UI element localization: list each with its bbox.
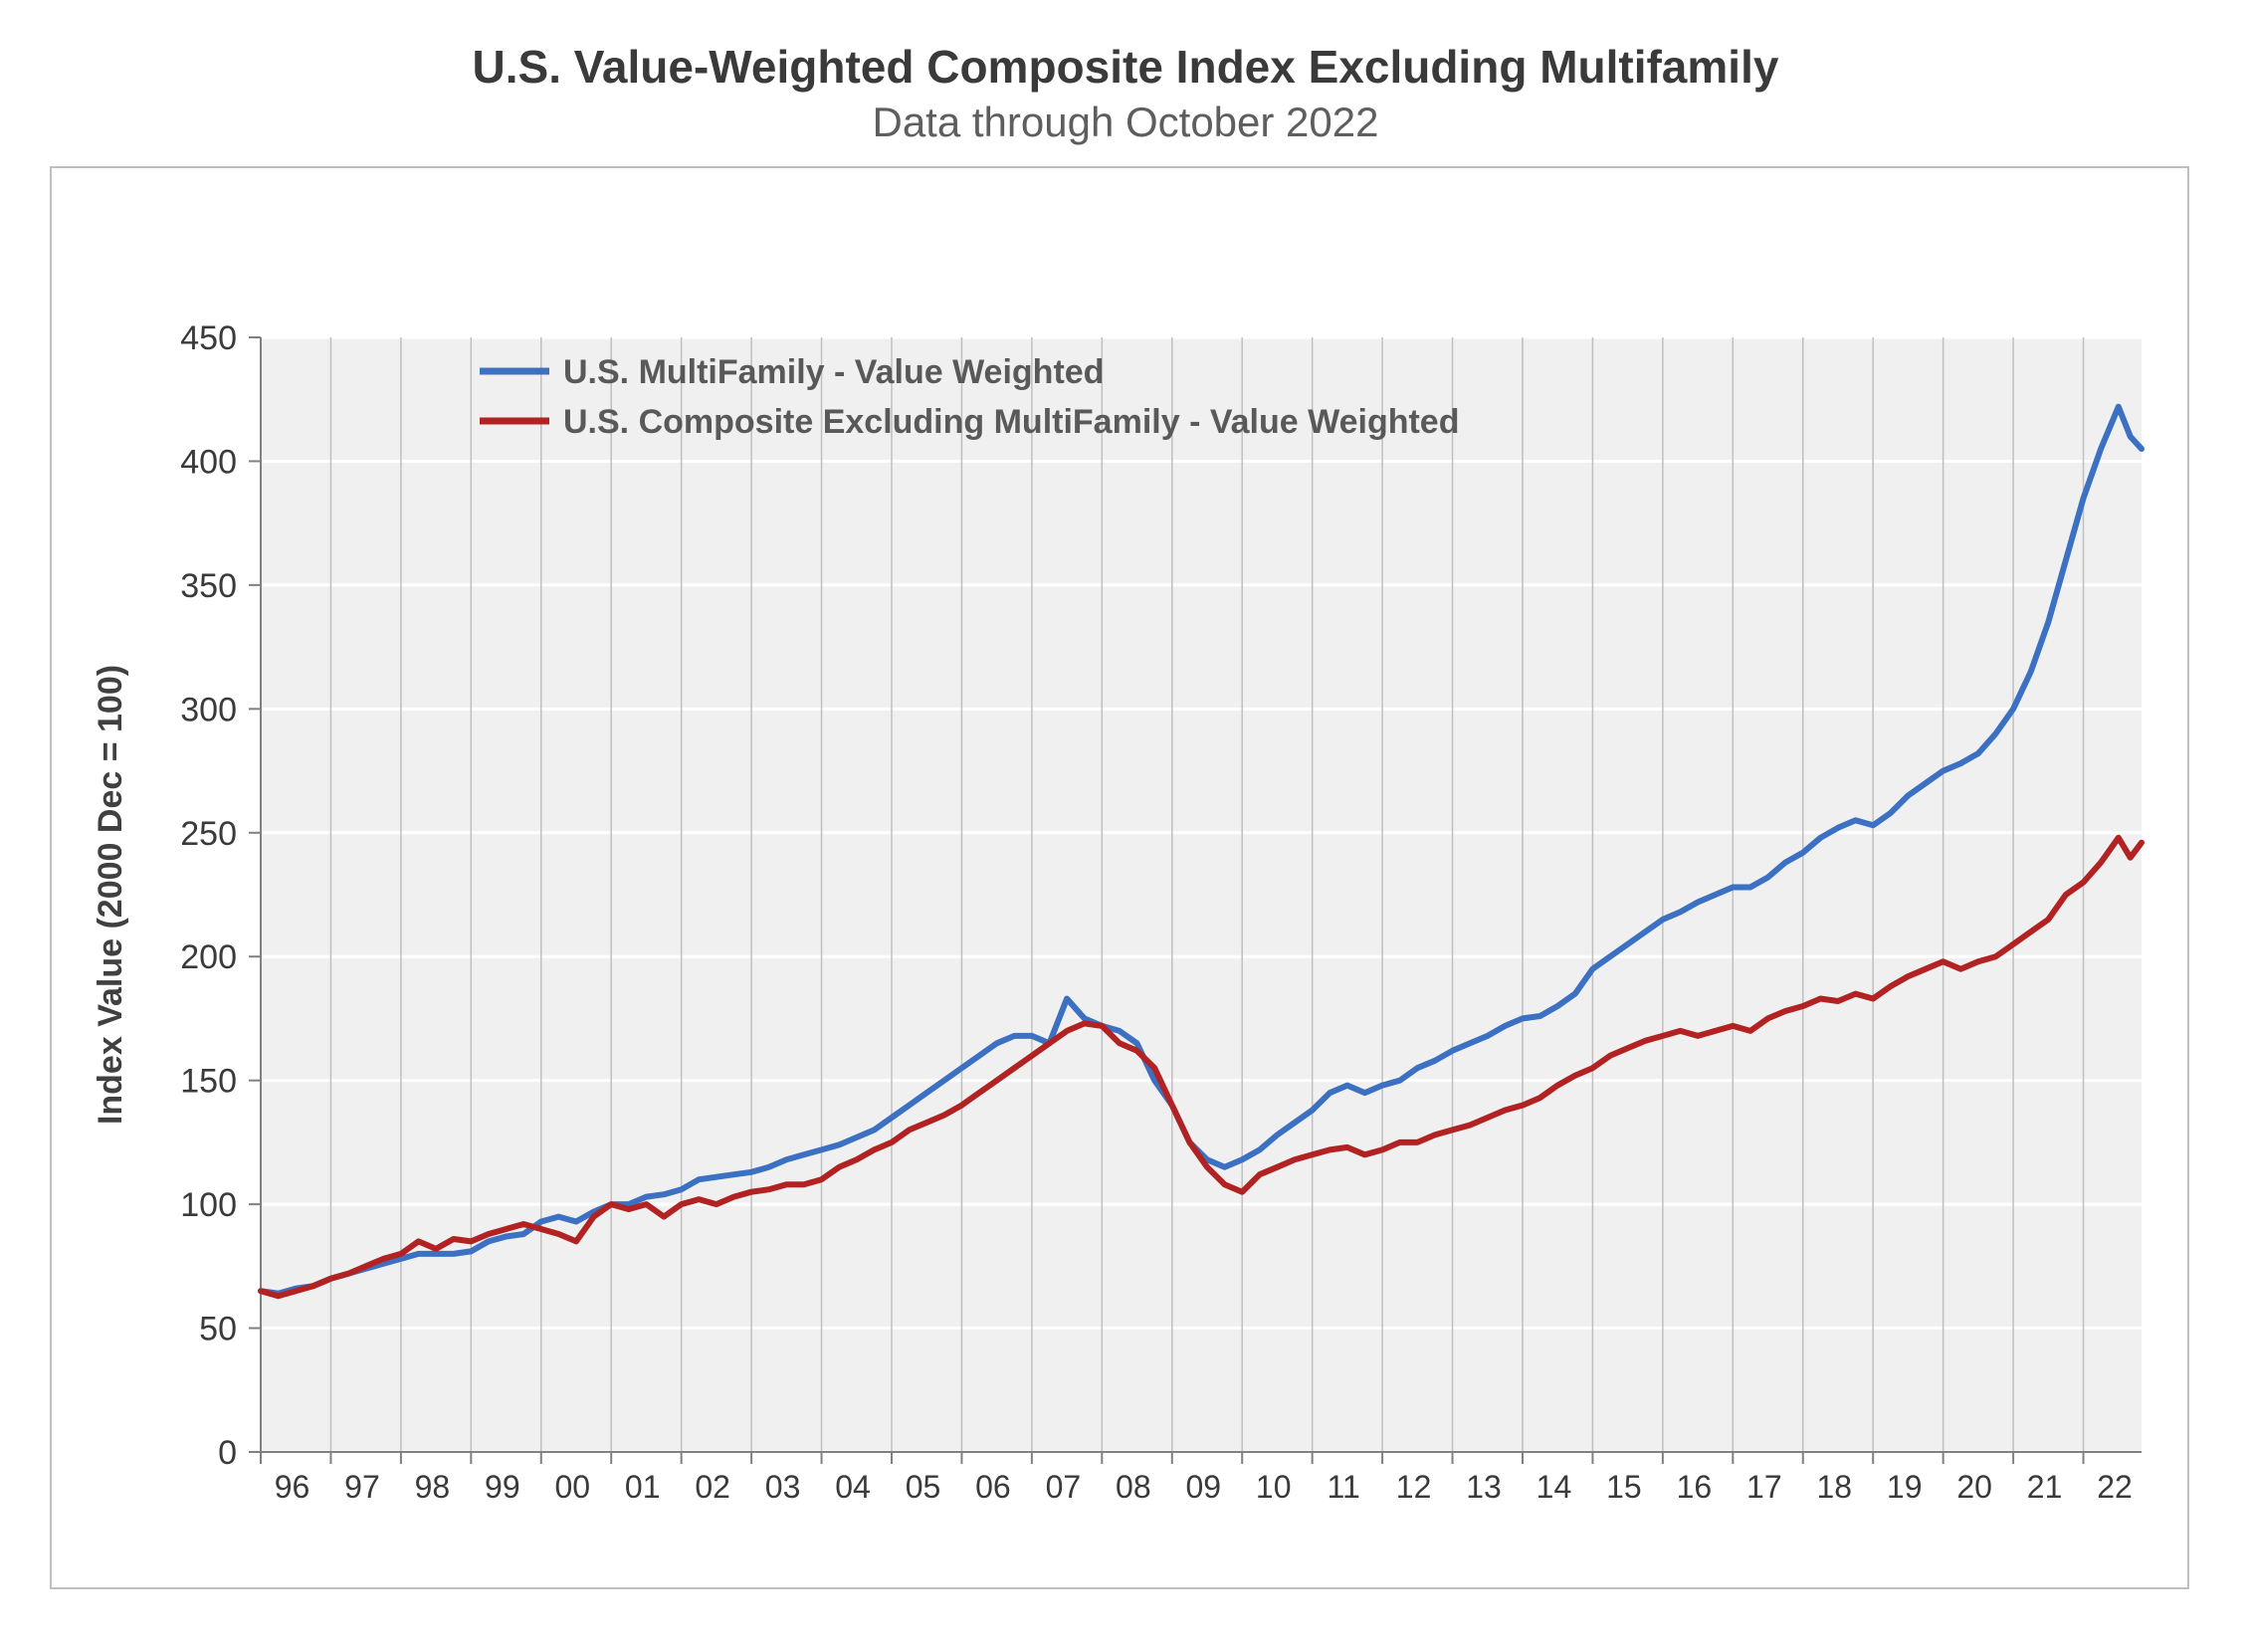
xtick-label: 06 xyxy=(975,1469,1011,1505)
xtick-label: 18 xyxy=(1816,1469,1852,1505)
xtick-label: 08 xyxy=(1116,1469,1151,1505)
y-axis-label: Index Value (2000 Dec = 100) xyxy=(92,665,129,1125)
xtick-label: 13 xyxy=(1466,1469,1502,1505)
ytick-label: 450 xyxy=(180,319,237,357)
legend-label: U.S. MultiFamily - Value Weighted xyxy=(563,353,1104,391)
xtick-label: 16 xyxy=(1677,1469,1713,1505)
ytick-label: 100 xyxy=(180,1186,237,1224)
xtick-label: 02 xyxy=(695,1469,730,1505)
title-block: U.S. Value-Weighted Composite Index Excl… xyxy=(50,40,2201,146)
xtick-label: 17 xyxy=(1746,1469,1782,1505)
xtick-label: 14 xyxy=(1536,1469,1572,1505)
ytick-label: 400 xyxy=(180,444,237,482)
xtick-label: 12 xyxy=(1396,1469,1432,1505)
legend-label: U.S. Composite Excluding MultiFamily - V… xyxy=(563,403,1460,441)
chart-page: U.S. Value-Weighted Composite Index Excl… xyxy=(0,0,2251,1652)
ytick-label: 250 xyxy=(180,815,237,853)
xtick-label: 07 xyxy=(1046,1469,1082,1505)
chart-title: U.S. Value-Weighted Composite Index Excl… xyxy=(50,40,2201,95)
xtick-label: 00 xyxy=(554,1469,590,1505)
xtick-label: 21 xyxy=(2027,1469,2063,1505)
chart-frame: 0501001502002503003504004509697989900010… xyxy=(50,166,2189,1589)
chart-subtitle: Data through October 2022 xyxy=(50,99,2201,146)
xtick-label: 98 xyxy=(415,1469,451,1505)
xtick-label: 05 xyxy=(906,1469,941,1505)
xtick-label: 04 xyxy=(835,1469,871,1505)
xtick-label: 01 xyxy=(625,1469,661,1505)
xtick-label: 19 xyxy=(1887,1469,1923,1505)
xtick-label: 11 xyxy=(1328,1469,1360,1505)
xtick-label: 99 xyxy=(485,1469,520,1505)
ytick-label: 350 xyxy=(180,567,237,605)
xtick-label: 10 xyxy=(1256,1469,1292,1505)
ytick-label: 0 xyxy=(218,1434,237,1472)
ytick-label: 300 xyxy=(180,692,237,729)
ytick-label: 200 xyxy=(180,938,237,976)
xtick-label: 97 xyxy=(344,1469,380,1505)
line-chart: 0501001502002503003504004509697989900010… xyxy=(52,168,2187,1587)
ytick-label: 150 xyxy=(180,1063,237,1101)
xtick-label: 20 xyxy=(1956,1469,1992,1505)
xtick-label: 96 xyxy=(275,1469,310,1505)
xtick-label: 15 xyxy=(1606,1469,1642,1505)
ytick-label: 50 xyxy=(199,1311,237,1348)
xtick-label: 22 xyxy=(2097,1469,2133,1505)
plot-background xyxy=(261,337,2142,1452)
xtick-label: 03 xyxy=(765,1469,801,1505)
xtick-label: 09 xyxy=(1185,1469,1221,1505)
